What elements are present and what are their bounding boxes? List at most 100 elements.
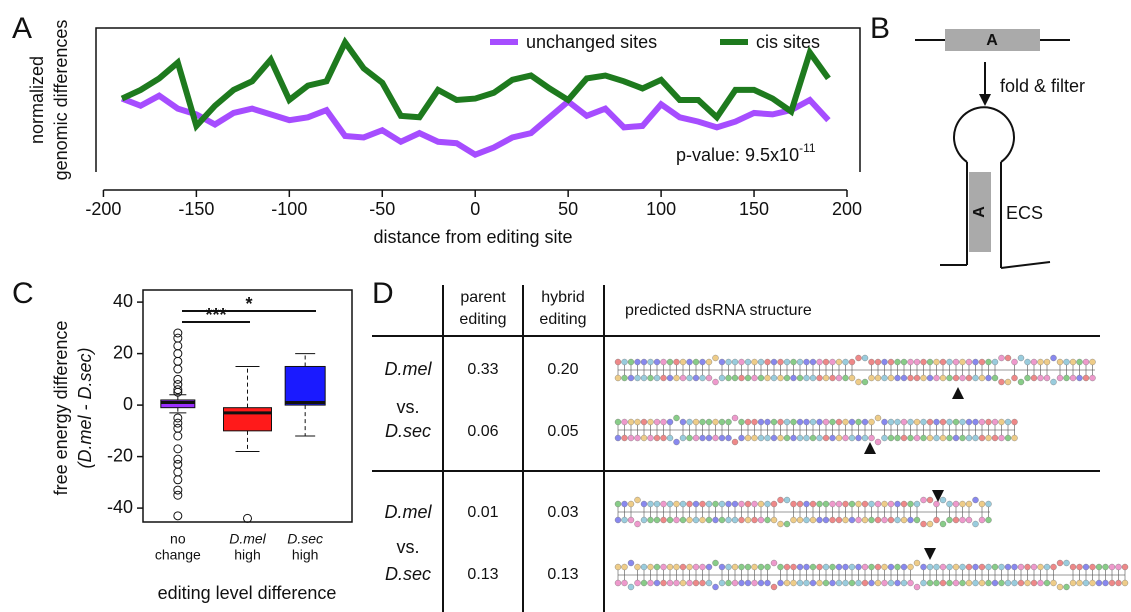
base: [952, 358, 960, 366]
base: [614, 418, 622, 426]
base: [621, 434, 628, 442]
base: [790, 579, 797, 587]
ecs-label: ECS: [1006, 203, 1043, 223]
base: [835, 563, 843, 571]
base: [985, 579, 992, 587]
editing-value: 0.13: [547, 566, 578, 583]
base: [770, 358, 778, 366]
base: [952, 579, 960, 587]
base: [770, 374, 778, 382]
base: [1050, 354, 1057, 362]
base: [725, 434, 732, 442]
base: [660, 418, 667, 426]
base: [1115, 579, 1122, 587]
base: [731, 438, 739, 446]
base: [822, 418, 830, 426]
base: [686, 500, 693, 508]
base: [1056, 559, 1064, 567]
base: [712, 434, 719, 442]
base: [640, 516, 648, 524]
base: [718, 434, 726, 442]
base: [842, 434, 849, 442]
base: [855, 579, 862, 587]
base: [887, 516, 895, 524]
base: [712, 378, 719, 386]
base: [1024, 579, 1031, 587]
base: [848, 374, 856, 382]
panel-label: D: [372, 277, 394, 310]
base: [770, 434, 778, 442]
base: [783, 496, 791, 504]
base: [679, 358, 687, 366]
base: [1050, 563, 1057, 571]
base: [835, 434, 843, 442]
base: [965, 579, 973, 587]
x-tick-label: -50: [369, 199, 395, 219]
base: [679, 500, 687, 508]
base: [946, 374, 953, 382]
base: [796, 358, 804, 366]
base: [842, 500, 849, 508]
base: [692, 500, 700, 508]
base: [751, 434, 758, 442]
base: [1011, 579, 1018, 587]
base: [751, 579, 758, 587]
base: [725, 418, 732, 426]
outlier: [173, 444, 183, 454]
legend-label: cis sites: [756, 32, 820, 52]
base: [1095, 579, 1103, 587]
base: [842, 516, 849, 524]
base: [1082, 563, 1090, 571]
base: [920, 563, 927, 571]
outlier: [173, 423, 183, 433]
base: [777, 374, 784, 382]
base: [673, 516, 680, 524]
base: [855, 500, 862, 508]
series-line: [120, 92, 831, 159]
base: [842, 358, 849, 366]
base: [946, 434, 953, 442]
base: [939, 418, 947, 426]
base: [861, 579, 869, 587]
base: [1030, 579, 1038, 587]
table-header: parent: [460, 289, 506, 306]
base: [640, 500, 648, 508]
x-tick-label: 200: [832, 199, 862, 219]
base: [822, 579, 830, 587]
base: [614, 434, 622, 442]
base: [907, 374, 914, 382]
base: [991, 434, 999, 442]
base: [777, 418, 784, 426]
base: [1004, 354, 1012, 362]
base: [972, 563, 979, 571]
base: [725, 374, 732, 382]
base: [874, 414, 882, 422]
base: [751, 374, 758, 382]
base: [959, 358, 966, 366]
base: [1011, 418, 1018, 426]
significance-label: *: [245, 294, 252, 314]
base: [777, 579, 784, 587]
base: [1069, 563, 1077, 571]
base: [809, 374, 817, 382]
base: [978, 418, 986, 426]
editing-value: 0.01: [467, 504, 498, 521]
outlier: [243, 513, 252, 523]
base: [718, 500, 726, 508]
base: [913, 434, 921, 442]
base: [738, 563, 745, 571]
base: [965, 358, 973, 366]
base: [790, 516, 797, 524]
base: [1043, 563, 1051, 571]
panel-label: C: [12, 277, 34, 310]
base: [738, 516, 745, 524]
base: [829, 358, 836, 366]
base: [1056, 358, 1064, 366]
outlier: [173, 385, 183, 395]
base: [1063, 559, 1070, 567]
base: [692, 579, 700, 587]
x-tick-label: 50: [558, 199, 578, 219]
outlier: [173, 454, 183, 464]
panel-label: A: [12, 12, 32, 45]
